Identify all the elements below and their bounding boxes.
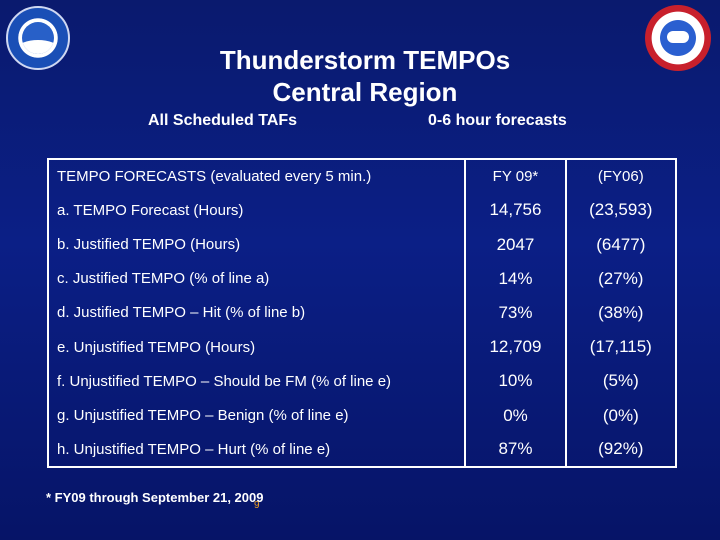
row-label: b. Justified TEMPO (Hours) — [46, 227, 467, 262]
row-label: d. Justified TEMPO – Hit (% of line b) — [46, 295, 467, 331]
noaa-bird-icon — [22, 22, 54, 54]
header-cell-description: TEMPO FORECASTS (evaluated every 5 min.) — [46, 157, 467, 194]
noaa-logo — [6, 6, 70, 70]
title-line-1: Thunderstorm TEMPOs — [219, 45, 511, 75]
row-fy06-value: (27%) — [564, 261, 678, 296]
row-fy09-value: 0% — [464, 398, 567, 433]
row-label: e. Unjustified TEMPO (Hours) — [46, 330, 467, 365]
row-label: c. Justified TEMPO (% of line a) — [46, 261, 467, 296]
table-row: c. Justified TEMPO (% of line a) 14% (27… — [46, 261, 678, 296]
nws-logo — [645, 5, 711, 71]
row-fy06-value: (17,115) — [564, 330, 678, 365]
row-fy09-value: 14,756 — [464, 193, 567, 228]
table-row: g. Unjustified TEMPO – Benign (% of line… — [46, 398, 678, 433]
cloud-icon — [667, 31, 689, 43]
subtitle-right: 0-6 hour forecasts — [428, 112, 567, 129]
row-fy06-value: (6477) — [564, 227, 678, 262]
row-label: g. Unjustified TEMPO – Benign (% of line… — [46, 398, 467, 433]
tempo-table: TEMPO FORECASTS (evaluated every 5 min.)… — [46, 157, 678, 469]
row-fy06-value: (23,593) — [564, 193, 678, 228]
table-row: h. Unjustified TEMPO – Hurt (% of line e… — [46, 432, 678, 469]
row-fy09-value: 12,709 — [464, 330, 567, 365]
row-fy09-value: 73% — [464, 295, 567, 331]
page-number: 9 — [254, 500, 260, 511]
header-cell-fy06: (FY06) — [564, 157, 678, 194]
title-line-2: Central Region — [272, 77, 458, 107]
table-row: d. Justified TEMPO – Hit (% of line b) 7… — [46, 295, 678, 331]
row-fy09-value: 10% — [464, 364, 567, 399]
row-fy06-value: (38%) — [564, 295, 678, 331]
table-row: f. Unjustified TEMPO – Should be FM (% o… — [46, 364, 678, 399]
table-row: b. Justified TEMPO (Hours) 2047 (6477) — [46, 227, 678, 262]
header-cell-fy09: FY 09* — [464, 157, 567, 194]
row-fy09-value: 14% — [464, 261, 567, 296]
slide-title: Thunderstorm TEMPOs Central Region — [0, 44, 720, 108]
row-label: a. TEMPO Forecast (Hours) — [46, 193, 467, 228]
row-fy06-value: (0%) — [564, 398, 678, 433]
table-header-row: TEMPO FORECASTS (evaluated every 5 min.)… — [46, 157, 678, 194]
subtitle-left: All Scheduled TAFs — [148, 112, 298, 129]
row-fy09-value: 87% — [464, 432, 567, 469]
row-fy06-value: (5%) — [564, 364, 678, 399]
row-fy06-value: (92%) — [564, 432, 678, 469]
row-label: h. Unjustified TEMPO – Hurt (% of line e… — [46, 432, 467, 469]
row-label: f. Unjustified TEMPO – Should be FM (% o… — [46, 364, 467, 399]
footnote: * FY09 through September 21, 2009 — [46, 490, 264, 505]
row-fy09-value: 2047 — [464, 227, 567, 262]
table-row: e. Unjustified TEMPO (Hours) 12,709 (17,… — [46, 330, 678, 365]
table-row: a. TEMPO Forecast (Hours) 14,756 (23,593… — [46, 193, 678, 228]
